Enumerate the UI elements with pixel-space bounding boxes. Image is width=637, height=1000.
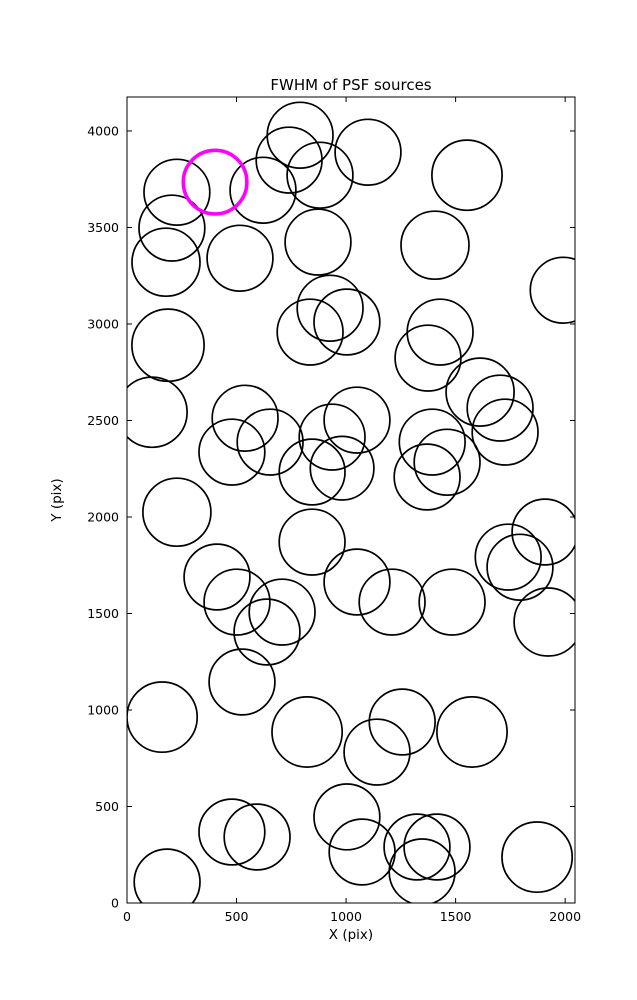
psf-circle (236, 408, 304, 476)
y-tick-label: 2000 (87, 509, 119, 524)
psf-circle (286, 141, 354, 209)
psf-circle (471, 398, 539, 466)
psf-circle (413, 428, 481, 496)
y-tick-label: 0 (111, 896, 119, 911)
y-tick-label: 2500 (87, 413, 119, 428)
highlighted-psf-circle (181, 148, 249, 216)
psf-circle (131, 227, 201, 298)
axes-frame (126, 96, 576, 904)
psf-circle (133, 848, 201, 903)
psf-circle (383, 813, 451, 881)
x-tick-label: 500 (225, 909, 249, 924)
psf-circle (418, 568, 486, 636)
x-tick-label: 1000 (330, 909, 362, 924)
psf-circle (436, 696, 508, 768)
psf-circle (400, 210, 470, 281)
psf-circle (131, 308, 205, 383)
psf-circle (394, 324, 462, 392)
psf-circle (183, 543, 251, 611)
chart-title: FWHM of PSF sources (270, 76, 432, 94)
psf-circle (388, 838, 456, 903)
psf-circle (127, 376, 188, 449)
y-tick-label: 4000 (87, 123, 119, 138)
x-tick-label: 1500 (440, 909, 472, 924)
y-tick-label: 3500 (87, 220, 119, 235)
psf-circle (513, 587, 575, 657)
psf-circle (445, 357, 515, 427)
psf-circle (211, 384, 279, 452)
psf-circle (278, 438, 346, 506)
psf-circle (298, 403, 366, 471)
psf-circle (255, 126, 323, 194)
psf-circle (393, 443, 461, 511)
psf-circle (529, 256, 575, 324)
psf-circle (313, 783, 381, 851)
psf-circle (198, 418, 266, 486)
y-tick-label: 1000 (87, 702, 119, 717)
psf-circle (271, 696, 344, 768)
psf-circle (474, 523, 542, 591)
psf-circle (229, 156, 297, 224)
psf-circle (486, 533, 554, 601)
psf-circle (142, 477, 212, 548)
psf-circle (403, 813, 471, 881)
psf-circle (334, 118, 402, 186)
psf-circle (466, 374, 534, 442)
psf-circle (223, 803, 291, 871)
psf-circle (431, 139, 503, 212)
psf-circle (284, 208, 352, 276)
psf-circle (248, 578, 316, 646)
psf-circle (203, 568, 271, 636)
psf-circle (323, 548, 391, 616)
psf-circle (143, 158, 211, 226)
x-tick-label: 0 (123, 909, 131, 924)
psf-circle (276, 298, 344, 366)
psf-circle (208, 648, 276, 716)
y-tick-label: 3000 (87, 316, 119, 331)
psf-circle (266, 101, 334, 169)
psf-circle (511, 498, 575, 566)
psf-circle (406, 298, 474, 366)
psf-circle (398, 408, 466, 476)
psf-circle (368, 688, 436, 756)
psf-circle (343, 718, 411, 786)
psf-circle (233, 598, 301, 666)
psf-circle (198, 798, 266, 866)
psf-circle (501, 821, 574, 894)
psf-circle (127, 681, 199, 754)
psf-circle (296, 274, 364, 342)
psf-circle (309, 435, 375, 501)
series-group (127, 101, 575, 903)
psf-circle (206, 224, 274, 292)
x-axis-label: X (pix) (328, 927, 374, 943)
psf-circle (323, 386, 391, 454)
x-tick-label: 2000 (549, 909, 581, 924)
y-tick-label: 500 (95, 799, 119, 814)
psf-circle (358, 568, 426, 636)
y-axis-label: Y (pix) (49, 478, 65, 522)
psf-circle (278, 508, 346, 576)
psf-circle (313, 288, 381, 356)
y-tick-label: 1500 (87, 606, 119, 621)
psf-circle (138, 194, 206, 262)
